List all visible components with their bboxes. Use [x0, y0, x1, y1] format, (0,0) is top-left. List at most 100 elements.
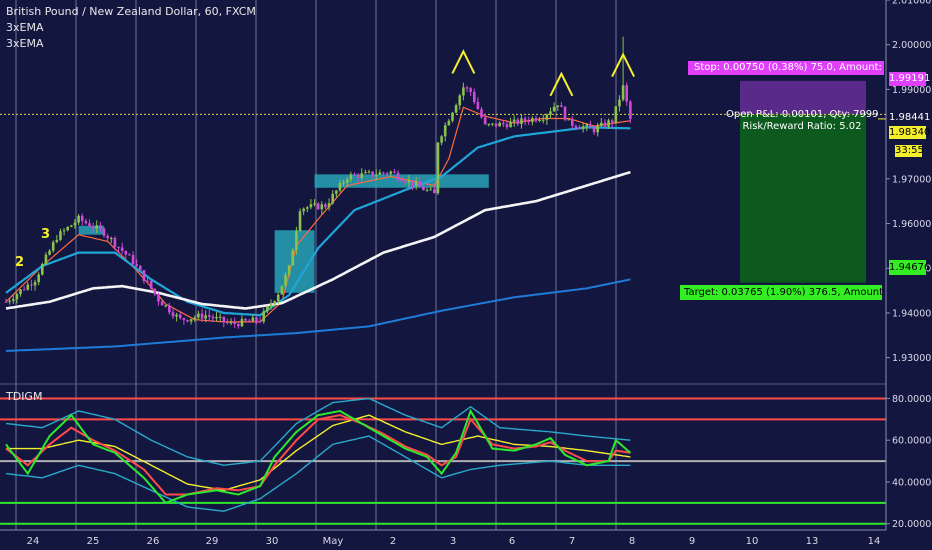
candle-body	[517, 120, 520, 124]
candle-body	[397, 173, 400, 180]
candle-body	[618, 100, 621, 107]
candle-body	[132, 255, 135, 264]
price-tick-label: 1.94000	[892, 308, 931, 319]
candle-body	[615, 106, 618, 122]
consolidation-box	[275, 230, 315, 293]
candle-body	[437, 143, 440, 194]
candle-body	[535, 118, 538, 121]
candle-body	[556, 105, 559, 106]
candle-body	[161, 301, 164, 305]
candle-body	[477, 102, 480, 109]
candle-body	[273, 301, 276, 304]
candle-body	[183, 318, 186, 320]
target-label: Target: 0.03765 (1.90%) 376.5, Amount	[680, 285, 882, 300]
candle-body	[542, 120, 545, 121]
candle-body	[70, 225, 73, 227]
candle-body	[393, 172, 396, 173]
time-tick-label: 3	[450, 536, 456, 547]
candle-body	[201, 314, 204, 319]
candle-body	[346, 179, 349, 182]
candle-body	[288, 265, 291, 274]
candle-body	[328, 203, 331, 207]
indicator-label-1[interactable]: 3xEMA	[6, 21, 43, 35]
candle-body	[622, 85, 625, 99]
candle-body	[197, 314, 200, 318]
symbol-title: British Pound / New Zealand Dollar, 60, …	[6, 5, 256, 19]
candle-body	[186, 320, 189, 321]
candle-body	[604, 123, 607, 127]
candle-body	[502, 123, 505, 124]
candle-body	[607, 120, 610, 126]
candle-body	[77, 216, 80, 223]
candle-body	[223, 317, 226, 322]
candle-body	[266, 307, 269, 312]
oscillator-title[interactable]: TDIGM	[6, 390, 42, 404]
candle-body	[448, 121, 451, 125]
time-tick-label: 13	[806, 536, 819, 547]
candle-body	[422, 187, 425, 191]
candle-body	[342, 183, 345, 184]
candle-body	[509, 122, 512, 127]
time-tick-label: 6	[509, 536, 515, 547]
candle-body	[506, 124, 509, 127]
candle-body	[404, 181, 407, 182]
candle-body	[212, 317, 215, 319]
candle-body	[230, 322, 233, 323]
candle-body	[121, 247, 124, 251]
candle-body	[5, 302, 8, 303]
candle-body	[364, 172, 367, 173]
candle-body	[386, 173, 389, 174]
candle-body	[237, 324, 240, 326]
candle-body	[473, 92, 476, 102]
candle-body	[66, 227, 69, 230]
candle-body	[48, 251, 51, 255]
candle-body	[589, 125, 592, 128]
candle-body	[143, 270, 146, 281]
candle-body	[146, 281, 149, 282]
candle-body	[110, 238, 113, 239]
candle-body	[295, 231, 298, 250]
candle-body	[480, 109, 483, 117]
price-tick-label: 2.01000	[892, 0, 931, 7]
candle-body	[259, 321, 262, 322]
oscillator-tick-label: 20.00000	[892, 519, 932, 530]
candle-body	[520, 118, 523, 124]
candle-body	[419, 182, 422, 187]
candle-body	[379, 172, 382, 174]
time-tick-label: 14	[868, 536, 881, 547]
risk-reward-label: Risk/Reward Ratio: 5.02	[726, 121, 878, 133]
candle-body	[368, 172, 371, 173]
candle-body	[244, 319, 247, 321]
candle-body	[625, 85, 628, 101]
open-pnl-label: Open P&L: 0.00101, Qty: 7999	[726, 109, 878, 121]
candle-body	[95, 225, 98, 228]
indicator-label-2[interactable]: 3xEMA	[6, 37, 43, 51]
candle-body	[252, 317, 255, 321]
candle-body	[139, 266, 142, 270]
candle-body	[302, 209, 305, 212]
candle-body	[106, 236, 109, 238]
candle-body	[262, 311, 265, 321]
candle-body	[357, 175, 360, 178]
candle-body	[12, 299, 15, 301]
candle-body	[117, 247, 120, 248]
candle-body	[440, 136, 443, 142]
time-tick-label: 2	[390, 536, 396, 547]
candle-body	[611, 120, 614, 122]
candle-body	[85, 221, 88, 223]
candle-body	[317, 203, 320, 209]
candle-body	[41, 264, 44, 275]
time-tick-label: 9	[689, 536, 695, 547]
candle-body	[458, 95, 461, 105]
oscillator-tick-label: 80.00000	[892, 394, 932, 405]
target-price-tag: 1.94676	[889, 260, 926, 275]
candle-body	[190, 319, 193, 321]
time-tick-label: 7	[569, 536, 575, 547]
candle-body	[484, 117, 487, 124]
candle-body	[219, 317, 222, 318]
candle-body	[179, 315, 182, 319]
candle-body	[208, 315, 211, 317]
candle-body	[360, 173, 363, 178]
candle-body	[560, 105, 563, 106]
